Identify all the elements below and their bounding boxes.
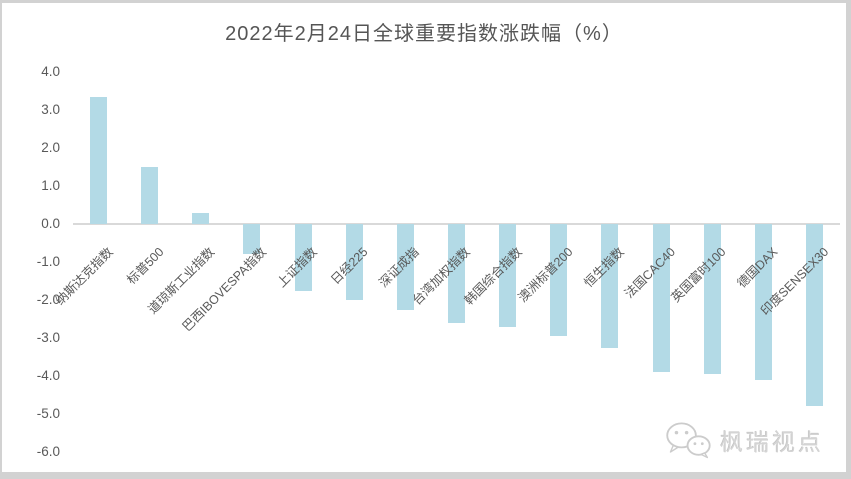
bar-5: [294, 224, 312, 291]
bar-11: [601, 224, 619, 348]
watermark-text: 枫瑞视点: [720, 429, 824, 455]
bar-1: [90, 96, 108, 224]
bar-4: [243, 224, 261, 255]
y-axis-tick-label: -5.0: [36, 406, 60, 421]
y-axis-tick-label: -1.0: [36, 254, 60, 269]
bar-3: [192, 212, 210, 224]
y-axis-tick-label: -2.0: [36, 292, 60, 307]
bar-9: [499, 224, 517, 327]
y-axis-tick-label: 1.0: [41, 178, 60, 193]
bar-10: [550, 224, 568, 337]
y-axis-tick-label: 4.0: [41, 64, 60, 79]
bar-15: [805, 224, 823, 407]
x-axis-category-label: 标普500: [124, 244, 167, 288]
watermark: 枫瑞视点: [664, 420, 824, 460]
plot-area: 4.0 3.0 2.0 1.0 0.0 -1.0 -2.0 -3.0 -4.0 -5.0 -6.0 纳…: [2, 3, 846, 472]
y-axis-tick-label: -3.0: [36, 330, 60, 345]
bar-7: [396, 224, 414, 310]
y-axis-tick-label: 3.0: [41, 102, 60, 117]
bar-14: [754, 224, 772, 380]
y-axis-tick-label: 0.0: [41, 216, 60, 231]
bar-13: [703, 224, 721, 375]
chart-title: 2022年2月24日全球重要指数涨跌幅（%）: [225, 23, 623, 45]
y-axis-tick-label: -4.0: [36, 368, 60, 383]
y-axis-tick-label: 2.0: [41, 140, 60, 155]
chart-panel: 2022年2月24日全球重要指数涨跌幅（%） 4.0 3.0 2.0 1.0 0.0 -1…: [2, 3, 846, 472]
bar-8: [448, 224, 465, 323]
bar-12: [652, 224, 670, 373]
bar-2: [141, 167, 159, 224]
wechat-icon: [666, 422, 711, 459]
bar-6: [345, 224, 363, 300]
x-axis-category-label: 纳斯达克指数: [52, 244, 116, 308]
y-axis-tick-label: -6.0: [36, 444, 60, 459]
